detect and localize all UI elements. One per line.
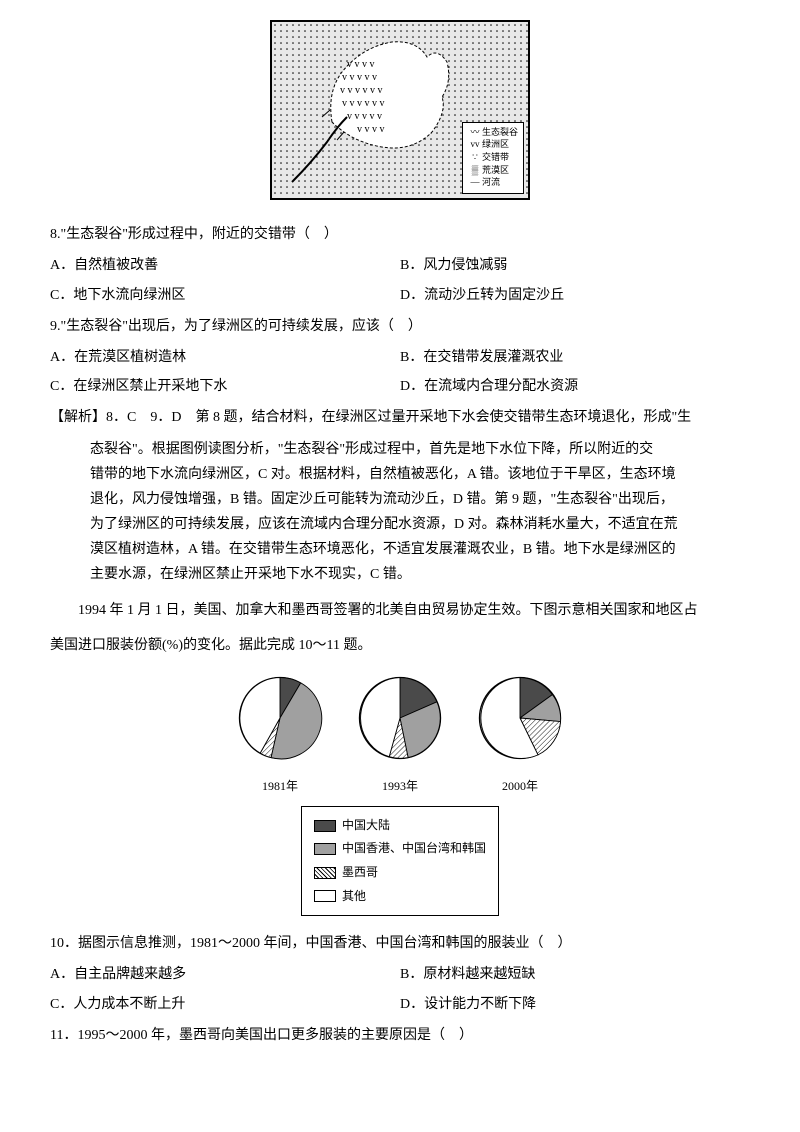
- q11-stem: 11．1995～2000 年，墨西哥向美国出口更多服装的主要原因是（ ）: [50, 1023, 750, 1048]
- q9-option-c: C．在绿洲区禁止开采地下水: [50, 374, 400, 399]
- map-legend: 〰生态裂谷 vv绿洲区 ∵交错带 ▒荒漠区 —河流: [462, 122, 524, 194]
- map-legend-item: 〰生态裂谷: [468, 127, 518, 139]
- pie-legend-item: 中国大陆: [314, 815, 486, 837]
- context-10-11-line1: 1994 年 1 月 1 日，美国、加拿大和墨西哥签署的北美自由贸易协定生效。下…: [50, 598, 750, 623]
- analysis-89-line: 退化，风力侵蚀增强，B 错。固定沙丘可能转为流动沙丘，D 错。第 9 题，"生态…: [50, 487, 750, 512]
- pie-year-label: 1993年: [355, 776, 445, 798]
- q8-option-c: C．地下水流向绿洲区: [50, 283, 400, 308]
- pie-legend-item: 墨西哥: [314, 862, 486, 884]
- svg-text:v v v v: v v v v: [347, 59, 375, 70]
- analysis-89-line: 态裂谷"。根据图例读图分析，"生态裂谷"形成过程中，首先是地下水位下降，所以附近…: [50, 437, 750, 462]
- pie-2000: 2000年: [475, 673, 565, 798]
- pie-legend-item: 中国香港、中国台湾和韩国: [314, 838, 486, 860]
- context-10-11-line2: 美国进口服装份额(%)的变化。据此完成 10～11 题。: [50, 633, 750, 658]
- q9-option-b: B．在交错带发展灌溉农业: [400, 345, 750, 370]
- analysis-89-line: 漠区植树造林，A 错。在交错带生态环境恶化，不适宜发展灌溉农业，B 错。地下水是…: [50, 537, 750, 562]
- map-diagram-container: v v v v v v v v v v v v v v v v v v v v …: [50, 20, 750, 207]
- map-diagram: v v v v v v v v v v v v v v v v v v v v …: [270, 20, 530, 200]
- analysis-89-label: 【解析】8．C 9．D 第 8 题，结合材料，在绿洲区过量开采地下水会使交错带生…: [50, 405, 750, 430]
- q9-option-d: D．在流域内合理分配水资源: [400, 374, 750, 399]
- q8-option-d: D．流动沙丘转为固定沙丘: [400, 283, 750, 308]
- pie-year-label: 1981年: [235, 776, 325, 798]
- q9-stem: 9."生态裂谷"出现后，为了绿洲区的可持续发展，应该（ ）: [50, 314, 750, 339]
- map-legend-item: ∵交错带: [468, 152, 518, 164]
- pie-charts-container: 1981年 1993年 2000年 中国大陆 中国香港、中国台: [50, 673, 750, 916]
- q10-option-d: D．设计能力不断下降: [400, 992, 750, 1017]
- map-legend-item: —河流: [468, 177, 518, 189]
- pie-legend: 中国大陆 中国香港、中国台湾和韩国 墨西哥 其他: [301, 806, 499, 916]
- pie-legend-item: 其他: [314, 886, 486, 908]
- analysis-89-line: 主要水源，在绿洲区禁止开采地下水不现实，C 错。: [50, 562, 750, 587]
- svg-text:v v v v v: v v v v v: [347, 111, 382, 122]
- q10-option-a: A．自主品牌越来越多: [50, 962, 400, 987]
- svg-text:v v v v: v v v v: [357, 124, 385, 135]
- pie-1993: 1993年: [355, 673, 445, 798]
- svg-text:v v v v v v: v v v v v v: [342, 98, 385, 109]
- svg-text:v v v v v: v v v v v: [342, 72, 377, 83]
- svg-text:v v v v v v: v v v v v v: [340, 85, 383, 96]
- pie-1981: 1981年: [235, 673, 325, 798]
- q9-option-a: A．在荒漠区植树造林: [50, 345, 400, 370]
- q8-stem: 8."生态裂谷"形成过程中，附近的交错带（ ）: [50, 222, 750, 247]
- map-legend-item: ▒荒漠区: [468, 165, 518, 177]
- q8-option-a: A．自然植被改善: [50, 253, 400, 278]
- map-legend-item: vv绿洲区: [468, 139, 518, 151]
- analysis-89-line: 为了绿洲区的可持续发展，应该在流域内合理分配水资源，D 对。森林消耗水量大，不适…: [50, 512, 750, 537]
- q10-stem: 10．据图示信息推测，1981～2000 年间，中国香港、中国台湾和韩国的服装业…: [50, 931, 750, 956]
- q10-option-b: B．原材料越来越短缺: [400, 962, 750, 987]
- pie-year-label: 2000年: [475, 776, 565, 798]
- q10-option-c: C．人力成本不断上升: [50, 992, 400, 1017]
- q8-option-b: B．风力侵蚀减弱: [400, 253, 750, 278]
- analysis-89-line: 错带的地下水流向绿洲区，C 对。根据材料，自然植被恶化，A 错。该地位于干旱区，…: [50, 462, 750, 487]
